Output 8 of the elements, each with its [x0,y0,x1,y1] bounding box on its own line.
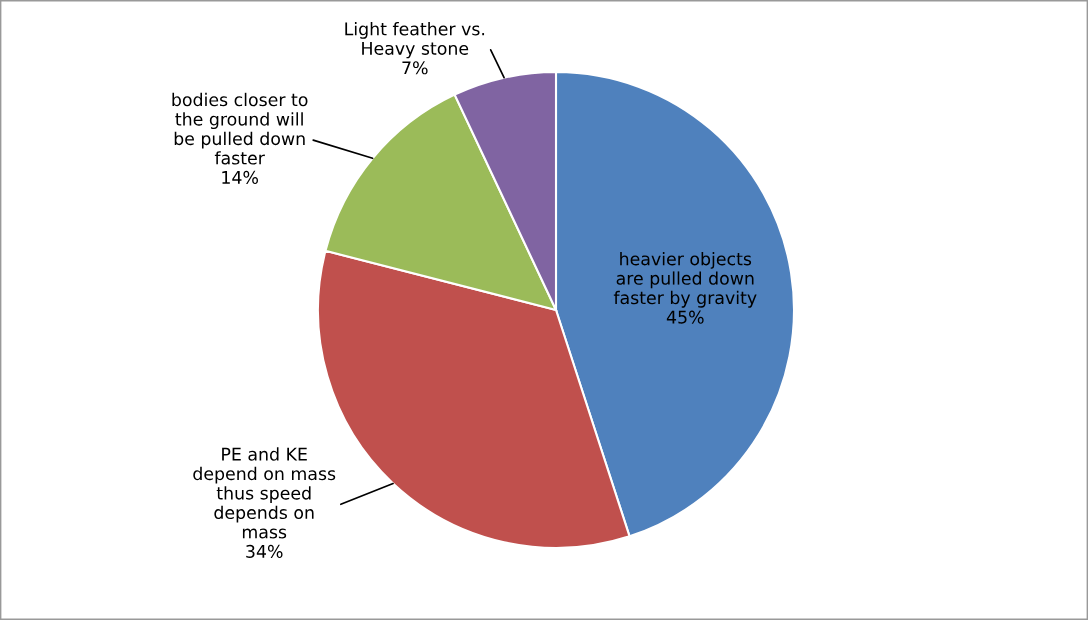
data-label: 14% [222,170,258,185]
data-label: 34% [246,544,283,558]
data-label: 7% [402,61,428,75]
data-label: 45% [666,310,704,324]
slice-label: PE and KE depend on mass thus speed depends on mass [193,447,336,539]
slice-label: Light feather vs. Heavy stone [345,22,485,59]
slice-label: bodies closer to the ground will be pulled down faster [172,92,308,165]
slice-label: heavier objects are pulled down faster by gravity [613,251,757,308]
